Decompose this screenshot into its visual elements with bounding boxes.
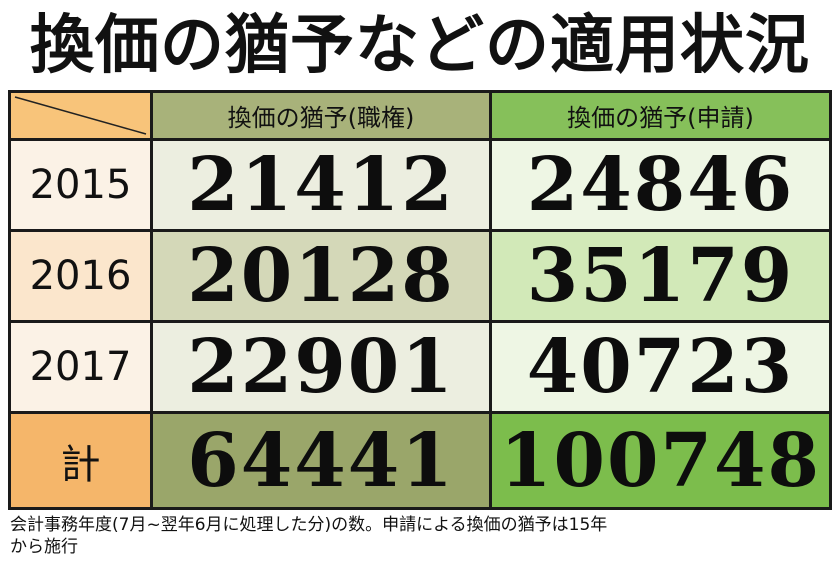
footnote-line: 会計事務年度(7月~翌年6月に処理した分)の数。申請による換価の猶予は15年: [10, 515, 608, 535]
value-2016-shokken: 20128: [153, 232, 489, 320]
diagonal-line-icon: [14, 96, 147, 135]
row-label-2016: 2016: [11, 232, 150, 320]
column-header-label: 換価の猶予(申請): [567, 104, 754, 132]
column-header-shinsei: 換価の猶予(申請): [492, 93, 829, 138]
row-label-2015: 2015: [11, 141, 150, 229]
column-header-label: 換価の猶予(職権): [227, 104, 415, 132]
value-2015-shinsei: 24846: [492, 141, 829, 229]
value-total-shokken: 64441: [153, 414, 489, 507]
status-table: 換価の猶予(職権) 換価の猶予(申請) 2015 21412 24846 201…: [8, 90, 832, 510]
value-2015-shokken: 21412: [153, 141, 489, 229]
footnote: 会計事務年度(7月~翌年6月に処理した分)の数。申請による換価の猶予は15年 か…: [10, 514, 830, 558]
column-header-shokken: 換価の猶予(職権): [153, 93, 489, 138]
footnote-line: から施行: [10, 537, 78, 557]
row-label-total: 計: [11, 414, 150, 507]
corner-cell: [11, 93, 150, 138]
page-title: 換価の猶予などの適用状況: [30, 9, 810, 83]
value-2016-shinsei: 35179: [492, 232, 829, 320]
value-2017-shinsei: 40723: [492, 323, 829, 411]
value-2017-shokken: 22901: [153, 323, 489, 411]
value-total-shinsei: 100748: [492, 414, 829, 507]
row-label-2017: 2017: [11, 323, 150, 411]
